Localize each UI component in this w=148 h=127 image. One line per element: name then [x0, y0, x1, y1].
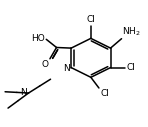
- Text: O: O: [41, 60, 48, 69]
- Text: Cl: Cl: [86, 15, 95, 24]
- Text: N: N: [63, 64, 69, 73]
- Text: N: N: [20, 88, 27, 97]
- Text: HO: HO: [31, 34, 45, 43]
- Text: Cl: Cl: [126, 63, 135, 72]
- Text: Cl: Cl: [100, 89, 109, 98]
- Text: NH$_2$: NH$_2$: [122, 25, 141, 38]
